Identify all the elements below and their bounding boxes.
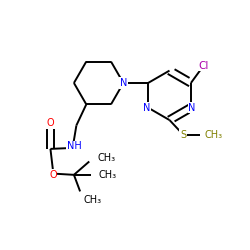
Text: CH₃: CH₃ bbox=[98, 152, 116, 162]
Text: N: N bbox=[143, 103, 150, 113]
Text: O: O bbox=[46, 118, 54, 128]
Text: N: N bbox=[188, 103, 196, 113]
Text: CH₃: CH₃ bbox=[99, 170, 117, 180]
Text: CH₃: CH₃ bbox=[204, 130, 222, 140]
Text: NH: NH bbox=[66, 142, 81, 152]
Text: S: S bbox=[180, 130, 186, 140]
Text: CH₃: CH₃ bbox=[84, 194, 102, 204]
Text: N: N bbox=[120, 78, 127, 88]
Text: O: O bbox=[49, 170, 57, 180]
Text: Cl: Cl bbox=[198, 61, 208, 71]
